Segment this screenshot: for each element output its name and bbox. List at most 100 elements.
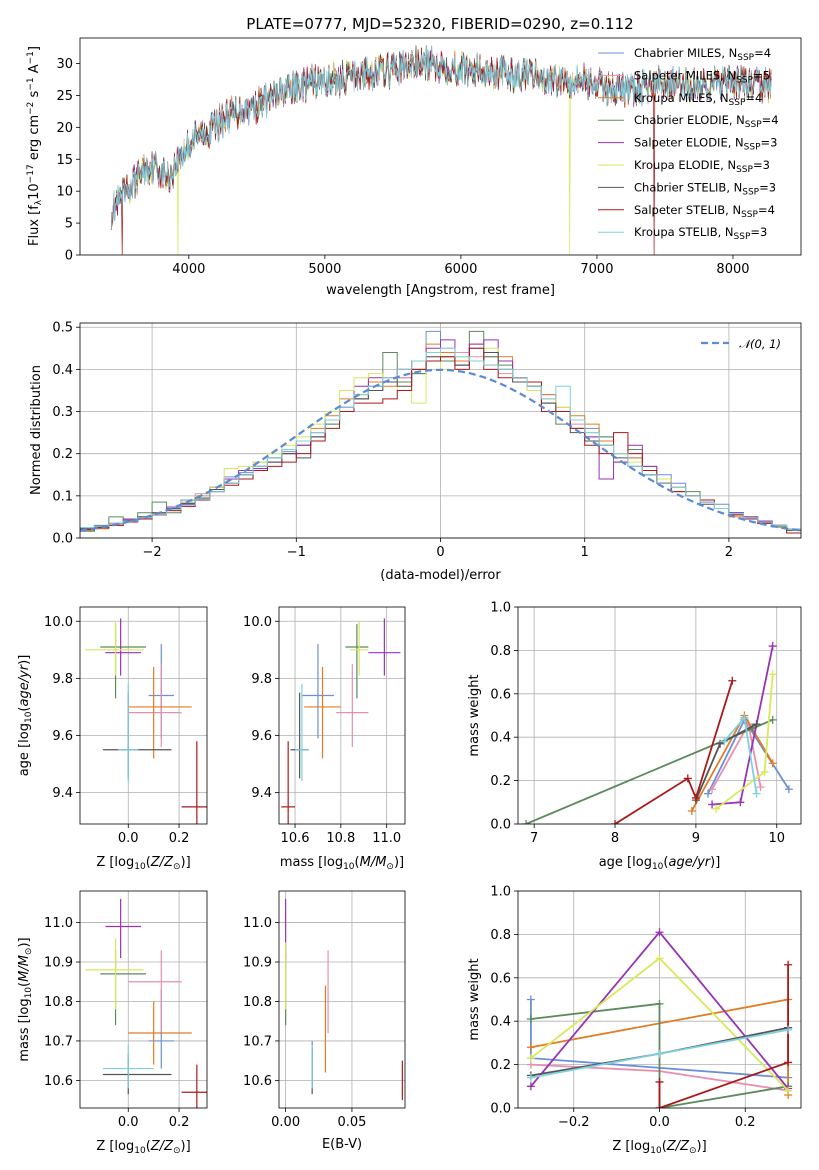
legend-entry: Salpeter MILES, NSSP=5 — [634, 68, 770, 85]
legend-entry: Salpeter STELIB, NSSP=4 — [634, 203, 775, 220]
series-marker — [655, 954, 664, 963]
y-tick-label: 9.6 — [251, 729, 272, 744]
panel-residuals: −2 −1 0 1 2 0.0 0.1 0.2 0.3 0.4 0.5 Normed distribu… — [29, 321, 802, 583]
y-tick-label: 10.8 — [44, 995, 73, 1010]
panel-spectrum: 4000 5000 6000 7000 8000 0 5 10 15 20 25 30 Flux [fλ… — [26, 37, 802, 298]
y-tick-label: 30 — [56, 57, 73, 72]
plot-area — [526, 928, 793, 1108]
series-marker — [720, 737, 729, 746]
series-marker — [526, 1082, 535, 1091]
x-tick-label: 10.6 — [281, 831, 310, 846]
x-tick-label: 2 — [725, 545, 733, 560]
y-tick-label: 10 — [56, 185, 73, 200]
series-marker — [526, 1015, 535, 1024]
x-tick-label: 7000 — [580, 262, 613, 277]
series-marker — [526, 995, 535, 1004]
series-marker — [728, 676, 737, 685]
series-marker — [768, 670, 777, 679]
y-tick-label: 0.6 — [490, 687, 511, 702]
plot-area — [285, 898, 403, 1101]
x-tick-label: 0.05 — [337, 1115, 366, 1130]
x-axis-label: Z [log10(Z/Z⊙)] — [612, 1139, 706, 1156]
series-marker — [740, 713, 749, 722]
y-tick-label: 0.1 — [52, 489, 73, 504]
y-axis-label: age [log10(age/yr)] — [17, 655, 34, 777]
series-marker — [704, 789, 713, 798]
series-marker — [655, 1049, 664, 1058]
y-tick-label: 1.0 — [490, 885, 511, 900]
y-tick-label: 10.9 — [243, 956, 272, 971]
series-marker — [526, 1054, 535, 1063]
plot-area — [85, 618, 207, 824]
series-marker — [716, 739, 725, 748]
series-marker — [752, 789, 761, 798]
y-tick-label: 0.5 — [52, 321, 73, 336]
series-marker — [526, 1073, 535, 1082]
series-marker — [687, 806, 696, 815]
x-tick-label: 10 — [768, 831, 785, 846]
y-axis-label: Normed distribution — [29, 365, 44, 495]
y-tick-label: 9.4 — [251, 786, 272, 801]
y-tick-label: 1.0 — [490, 601, 511, 616]
x-axis-label: age [log10(age/yr)] — [599, 855, 721, 872]
axes-frame — [79, 890, 208, 1109]
panel-age-vs-mass: 10.6 10.8 11.0 9.4 9.6 9.8 10.0 mass [log10(M/M… — [243, 606, 406, 872]
x-axis-label: mass [log10(M/M⊙)] — [280, 855, 404, 872]
y-axis-label: mass weight — [467, 958, 482, 1040]
y-tick-label: 0.2 — [490, 774, 511, 789]
x-tick-label: 0.0 — [118, 1115, 139, 1130]
legend-entry: Chabrier STELIB, NSSP=3 — [634, 180, 776, 197]
y-tick-label: 0.2 — [52, 447, 73, 462]
axes-frame — [517, 890, 802, 1109]
x-axis-label: E(B-V) — [322, 1137, 362, 1152]
y-tick-label: 25 — [56, 89, 73, 104]
x-tick-label: −2 — [143, 545, 162, 560]
y-tick-label: 9.6 — [52, 729, 73, 744]
x-tick-label: 8 — [611, 831, 619, 846]
x-tick-label: 10.8 — [326, 831, 355, 846]
x-tick-label: 0.2 — [169, 1115, 190, 1130]
x-tick-label: 0.2 — [735, 1115, 756, 1130]
series-marker — [522, 820, 531, 824]
y-tick-label: 15 — [56, 153, 73, 168]
legend: Chabrier MILES, NSSP=4 Salpeter MILES, NS… — [598, 46, 779, 242]
series-marker — [655, 928, 664, 937]
plot-area — [281, 618, 401, 824]
y-tick-label: 10.0 — [243, 615, 272, 630]
series-marker — [736, 798, 745, 807]
spectrum-line — [110, 46, 772, 230]
panel-age-vs-metallicity: 0.0 0.2 9.4 9.6 9.8 10.0 Z [log10(Z/Z⊙)] age [l… — [17, 606, 208, 872]
x-tick-label: 4000 — [172, 262, 205, 277]
y-tick-label: 10.0 — [44, 615, 73, 630]
y-tick-label: 0.4 — [52, 363, 73, 378]
series-marker — [756, 783, 765, 792]
x-axis-label: (data-model)/error — [380, 568, 501, 583]
y-tick-label: 0.0 — [52, 532, 73, 547]
y-tick-label: 0.4 — [490, 1015, 511, 1030]
histogram-step — [80, 347, 801, 538]
y-tick-label: 11.0 — [44, 916, 73, 931]
y-tick-label: 10.7 — [243, 1034, 272, 1049]
y-tick-label: 0 — [65, 249, 73, 264]
y-tick-label: 20 — [56, 121, 73, 136]
series-marker — [655, 1077, 664, 1086]
series-marker — [683, 774, 692, 783]
series-marker — [784, 1086, 793, 1095]
y-tick-label: 0.2 — [490, 1058, 511, 1073]
axes-frame — [278, 890, 406, 1109]
series-marker — [526, 1043, 535, 1052]
legend-entry: Chabrier MILES, NSSP=4 — [634, 46, 771, 63]
panel-mass-vs-ebv: 0.00 0.05 10.6 10.7 10.8 10.9 11.0 E(B-V) — [243, 890, 406, 1152]
y-tick-label: 0.6 — [490, 971, 511, 986]
y-tick-label: 10.7 — [44, 1034, 73, 1049]
y-tick-label: 0.8 — [490, 644, 511, 659]
x-tick-label: −1 — [287, 545, 306, 560]
legend-entry: Chabrier ELODIE, NSSP=4 — [634, 113, 779, 130]
x-tick-label: 0.00 — [271, 1115, 300, 1130]
x-tick-label: 7 — [530, 831, 538, 846]
series-marker — [708, 785, 717, 794]
series-marker — [784, 1058, 793, 1067]
y-tick-label: 0.0 — [490, 1102, 511, 1117]
